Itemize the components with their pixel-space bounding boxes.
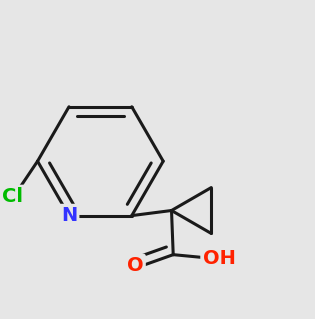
Text: Cl: Cl <box>2 187 23 206</box>
Text: N: N <box>61 206 77 225</box>
Text: O: O <box>127 256 144 275</box>
Text: OH: OH <box>203 249 236 268</box>
